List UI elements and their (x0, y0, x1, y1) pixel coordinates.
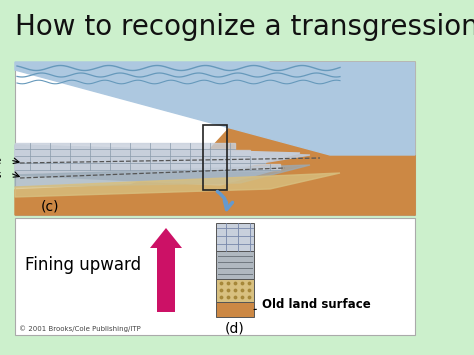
Text: How to recognize a transgression: How to recognize a transgression (15, 13, 474, 41)
Bar (15, 218, 415, 335)
FancyArrowPatch shape (218, 191, 233, 209)
Text: Time
lines: Time lines (0, 157, 1, 180)
Polygon shape (15, 165, 310, 187)
Polygon shape (15, 143, 235, 149)
FancyArrow shape (150, 228, 182, 312)
Bar (216, 223, 254, 251)
Polygon shape (15, 164, 280, 170)
Polygon shape (15, 157, 265, 163)
Bar (216, 302, 254, 317)
Polygon shape (15, 160, 275, 185)
Text: (c): (c) (41, 200, 59, 214)
Bar (15, 62, 415, 215)
Polygon shape (15, 62, 415, 215)
Polygon shape (15, 145, 300, 173)
Polygon shape (270, 62, 415, 215)
Text: © 2001 Brooks/Cole Publishing/ITP: © 2001 Brooks/Cole Publishing/ITP (19, 326, 141, 332)
Text: Old land surface: Old land surface (254, 298, 371, 311)
Polygon shape (15, 62, 415, 155)
Text: Fining upward: Fining upward (25, 256, 141, 274)
Polygon shape (15, 150, 250, 156)
Polygon shape (15, 145, 310, 170)
Bar (203, 125, 227, 190)
Bar (216, 279, 254, 302)
Text: (d): (d) (225, 321, 245, 335)
Bar (216, 251, 254, 279)
Polygon shape (15, 173, 340, 197)
